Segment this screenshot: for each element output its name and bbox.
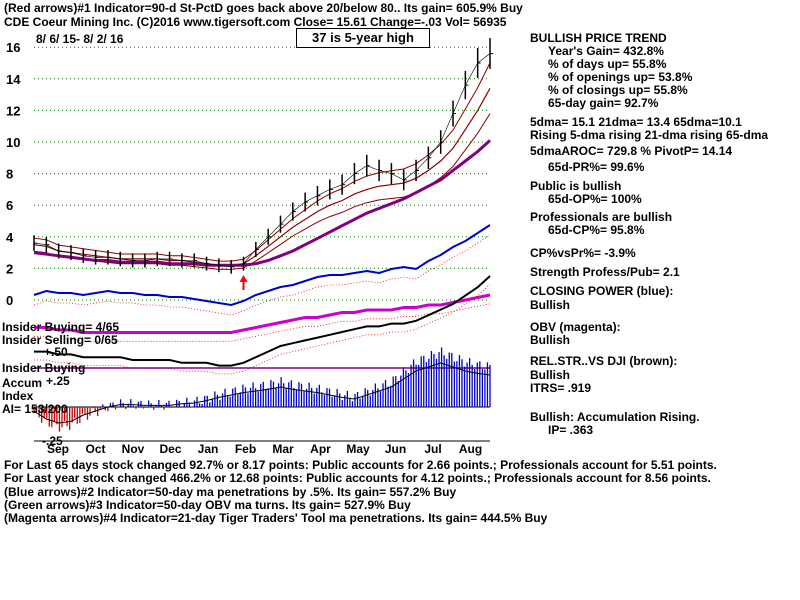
month-label-jun: Jun [385,442,406,456]
month-label-jan: Jan [198,442,219,456]
price-line [33,53,491,268]
y-tick-label-8: 8 [6,167,13,182]
rel-str-ma [34,284,491,375]
ticker-info-line: CDE Coeur Mining Inc. (C)2016 www.tigers… [4,15,507,29]
y-tick-label-10: 10 [6,135,20,150]
obv-title: OBV (magenta): [530,320,621,334]
month-label-jul: Jul [424,442,441,456]
footer-green-arrows: (Green arrows)#3 Indicator=50-day OBV ma… [4,498,411,512]
closing-power-ma [33,234,491,316]
month-label-nov: Nov [122,442,145,456]
y-tick-label-6: 6 [6,198,13,213]
y-tick-label-16: 16 [6,40,20,55]
month-label-aug: Aug [459,442,482,456]
footer-65day: For Last 65 days stock changed 92.7% or … [4,458,717,472]
insider-buying: Insider Buying= 4/65 [2,320,120,334]
public-op: 65d-OP%= 100% [548,192,642,206]
month-label-mar: Mar [272,442,294,456]
five-year-high-box: 37 is 5-year high [296,28,430,48]
plus50-label: +.50 [44,345,68,359]
pr-percent: 65d-PR%= 99.6% [548,160,645,174]
moving-averages: 5dma= 15.1 21dma= 13.4 65dma=10.1 [530,115,742,129]
aroc-pivot: 5dmaAROC= 729.8 % PivotP= 14.14 [530,144,733,158]
stat-closings-up: % of closings up= 55.8% [548,83,688,97]
month-label-feb: Feb [235,442,256,456]
ai-value: AI= 153/200 [2,402,68,416]
stat-openings-up: % of openings up= 53.8% [548,70,693,84]
month-label-sep: Sep [47,442,69,456]
month-label-oct: Oct [85,442,105,456]
public-status: Public is bullish [530,179,622,193]
trend-title: BULLISH PRICE TREND [530,31,667,45]
itrs-value: ITRS= .919 [530,381,592,395]
y-tick-label-14: 14 [6,72,21,87]
insider-selling: Insider Selling= 0/65 [2,333,118,347]
closing-power-line [33,224,491,307]
ma21-line [33,88,491,266]
cp-vs-pr: CP%vsPr%= -3.9% [530,246,636,260]
footer-blue-arrows: (Blue arrows)#2 Indicator=50-day ma pene… [4,485,457,499]
stat-days-up: % of days up= 55.8% [548,57,667,71]
upper-band-line [33,62,491,262]
stat-65day-gain: 65-day gain= 92.7% [548,96,659,110]
ma65-line [33,139,492,267]
y-tick-label-0: 0 [6,293,13,308]
rel-str-title: REL.STR..VS DJI (brown): [530,354,678,368]
lower-band-line [33,113,491,270]
professionals-cp: 65d-CP%= 95.8% [548,223,645,237]
footer-magenta-arrows: (Magenta arrows)#4 Indicator=21-day Tige… [4,511,548,525]
obv-value: Bullish [530,333,571,347]
buy-arrow-head [239,275,248,282]
month-label-apr: Apr [310,442,331,456]
index-label: Index [2,389,34,403]
closing-power-value: Bullish [530,298,571,312]
y-tick-label-2: 2 [6,261,13,276]
month-label-dec: Dec [159,442,181,456]
closing-power-title: CLOSING POWER (blue): [530,284,674,298]
accum-label: Accum [2,376,43,390]
professionals-status: Professionals are bullish [530,210,673,224]
accumulation-status: Bullish: Accumulation Rising. [530,410,700,424]
rel-str-line [34,275,491,367]
accum-ma-line [33,362,491,424]
rising-mas: Rising 5-dma rising 21-dma rising 65-dma [530,128,769,142]
ip-value: IP= .363 [548,423,594,437]
footer-year: For Last year stock changed 466.2% or 12… [4,471,711,485]
indicator-1-header: (Red arrows)#1 Indicator=90-d St-PctD go… [4,1,523,15]
y-tick-label-12: 12 [6,103,20,118]
rel-str-value: Bullish [530,368,571,382]
strength-ratio: Strength Profess/Pub= 2.1 [530,265,680,279]
plus25-label: +.25 [46,374,70,388]
stat-years-gain: Year's Gain= 432.8% [548,44,664,58]
obv-line [34,293,491,334]
month-label-may: May [346,442,370,456]
insider-buying-label: Insider Buying [2,361,86,375]
y-tick-label-4: 4 [6,230,14,245]
minus25-label: -.25 [42,434,63,448]
date-range: 8/ 6/ 15- 8/ 2/ 16 [36,32,124,46]
